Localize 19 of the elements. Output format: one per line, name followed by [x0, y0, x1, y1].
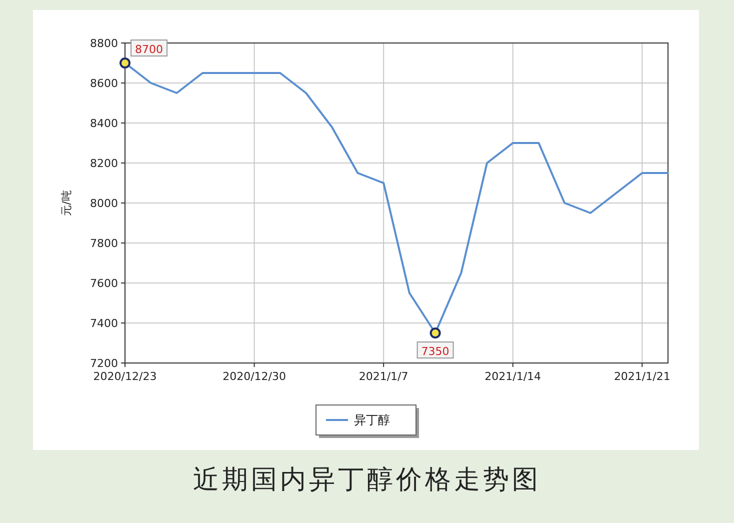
y-tick-label: 8200: [90, 157, 118, 170]
y-tick-label: 7800: [90, 237, 118, 250]
y-axis-title: 元/吨: [60, 190, 73, 216]
x-tick-label: 2020/12/23: [93, 370, 157, 383]
y-tick-label: 7400: [90, 317, 118, 330]
x-tick-label: 2021/1/7: [358, 370, 408, 383]
text: 近期国内异丁醇价格走势图: [193, 465, 541, 495]
legend-label: 异丁醇: [354, 413, 390, 427]
y-tick-label: 7200: [90, 357, 118, 370]
data-label: 8700: [135, 43, 163, 56]
data-label: 7350: [421, 345, 450, 358]
x-tick-label: 2021/1/14: [484, 370, 542, 383]
y-tick-label: 8800: [90, 37, 118, 50]
x-tick-label: 2020/12/30: [222, 370, 286, 383]
y-tick-label: 8000: [90, 197, 118, 210]
x-tick-label: 2021/1/21: [614, 370, 670, 383]
y-tick-label: 8400: [90, 117, 118, 130]
y-tick-label: 7600: [90, 277, 118, 290]
y-tick-label: 8600: [90, 77, 118, 90]
